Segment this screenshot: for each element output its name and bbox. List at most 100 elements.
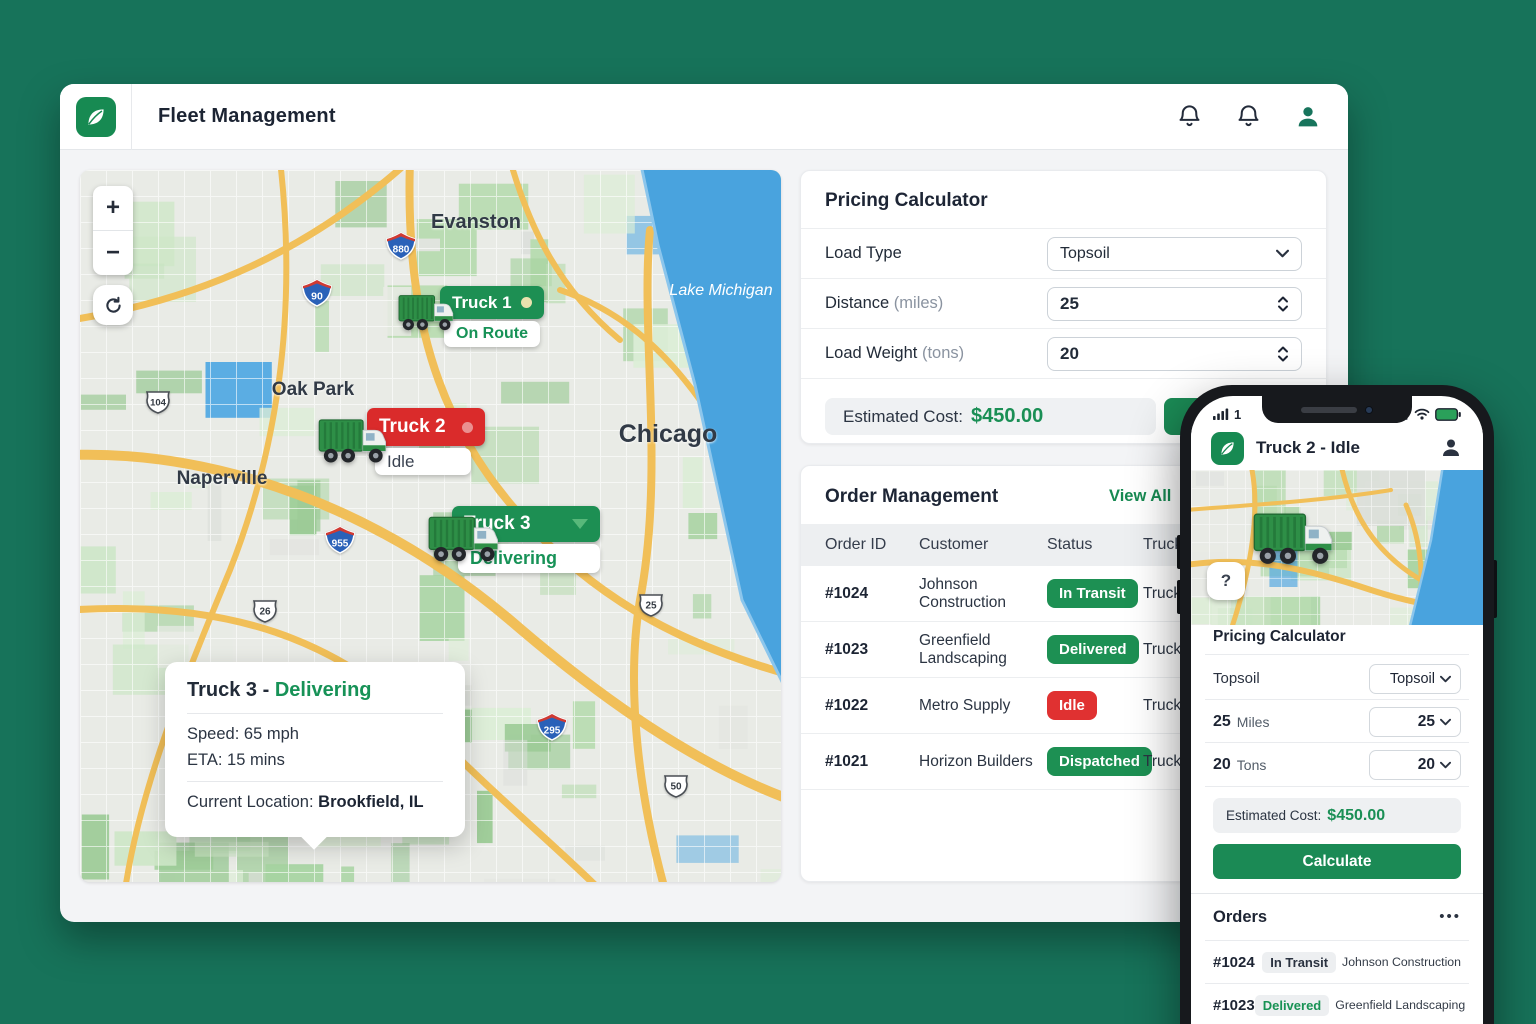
popup-truck-name: Truck 3 <box>187 679 258 701</box>
distance-input[interactable]: 25 <box>1047 286 1302 321</box>
phone-distance-select[interactable]: 25 <box>1369 706 1461 737</box>
svg-text:26: 26 <box>259 607 271 618</box>
us-shield-50: 50 <box>663 775 689 798</box>
phone-power-button <box>1494 560 1497 618</box>
phone-distance-row: 25 Miles 25 <box>1213 701 1461 742</box>
status-badge: Idle <box>1047 691 1097 720</box>
load-type-label: Load Type <box>825 244 902 262</box>
us-shield-26: 26 <box>252 600 278 623</box>
view-all-link[interactable]: View All <box>1109 487 1172 505</box>
phone-volume-button <box>1177 580 1180 614</box>
popup-location: Current Location: Brookfield, IL <box>187 793 424 811</box>
phone-volume-button <box>1177 535 1180 569</box>
phone-orders-menu-icon[interactable]: ••• <box>1439 908 1461 925</box>
phone-mockup: 1 <box>1177 385 1497 1024</box>
truck2-icon[interactable] <box>318 413 392 466</box>
phone-order-row[interactable]: #1024 In Transit Johnson Construction <box>1213 951 1461 973</box>
phone-pricing-title: Pricing Calculator <box>1213 628 1346 645</box>
interstate-shield-90: 90 <box>302 279 332 307</box>
notifications-bell-icon[interactable] <box>1176 103 1203 130</box>
phone-order-row[interactable]: #1023 Delivered Greenfield Landscaping <box>1213 994 1466 1016</box>
us-shield-104: 104 <box>145 391 171 414</box>
phone-orders-title: Orders <box>1213 908 1268 926</box>
fleet-map[interactable]: Evanston Oak Park Chicago Naperville Lak… <box>80 170 781 882</box>
col-order-id: Order ID <box>825 536 887 553</box>
pricing-title: Pricing Calculator <box>801 171 1326 229</box>
orders-title: Order Management <box>825 486 999 507</box>
alerts-bell-icon[interactable] <box>1235 103 1262 130</box>
battery-icon <box>1435 407 1461 421</box>
status-badge: Delivered <box>1047 635 1139 664</box>
phone-weight-select[interactable]: 20 <box>1369 749 1461 780</box>
phone-speaker <box>1301 406 1357 413</box>
carrier-label: 1 <box>1234 406 1242 422</box>
svg-text:295: 295 <box>544 726 561 737</box>
svg-text:90: 90 <box>311 291 323 303</box>
app-logo <box>76 96 116 137</box>
help-button[interactable]: ? <box>1207 562 1245 600</box>
locate-icon <box>105 296 121 313</box>
phone-calculate-button[interactable]: Calculate <box>1213 844 1461 879</box>
phone-app-title: Truck 2 - Idle <box>1256 438 1360 457</box>
city-label-naperville: Naperville <box>176 468 268 489</box>
truck3-icon[interactable] <box>428 510 504 565</box>
status-badge: Dispatched <box>1047 747 1152 776</box>
truck2-name: Truck 2 <box>379 416 446 437</box>
city-label-chicago: Chicago <box>618 420 718 448</box>
truck3-marker-label[interactable]: Truck 3 <box>452 506 600 542</box>
load-weight-input[interactable]: 20 <box>1047 336 1302 371</box>
leaf-icon <box>1217 438 1238 459</box>
stepper-icon[interactable] <box>1277 345 1289 363</box>
phone-status-badge: Delivered <box>1254 994 1330 1016</box>
load-type-select[interactable]: Topsoil <box>1047 236 1302 271</box>
truck2-status-dot <box>462 421 473 433</box>
load-weight-label: Load Weight (tons) <box>825 344 965 362</box>
col-status: Status <box>1047 536 1093 553</box>
distance-label: Distance (miles) <box>825 294 944 312</box>
status-badge: In Transit <box>1047 579 1138 608</box>
chevron-down-icon <box>1440 761 1451 769</box>
svg-text:880: 880 <box>393 245 410 256</box>
phone-truck-icon[interactable] <box>1253 506 1339 568</box>
phone-app-bar: Truck 2 - Idle <box>1191 426 1483 470</box>
phone-user-avatar-icon[interactable] <box>1439 436 1463 460</box>
user-avatar-icon[interactable] <box>1294 103 1322 131</box>
truck1-icon[interactable] <box>398 290 458 333</box>
truck3-info-popup: Truck 3 - Delivering Speed: 65 mph ETA: … <box>165 662 465 837</box>
wifi-icon <box>1414 408 1430 420</box>
order-row[interactable]: #1021 Horizon Builders Dispatched Truck … <box>801 734 1326 790</box>
phone-app-logo <box>1211 431 1244 465</box>
zoom-in-button[interactable]: + <box>105 194 120 221</box>
popup-eta: ETA: 15 mins <box>187 751 285 769</box>
popup-speed: Speed: 65 mph <box>187 725 299 743</box>
phone-camera <box>1365 405 1373 414</box>
chevron-down-icon <box>1276 249 1289 258</box>
phone-map[interactable]: ? <box>1191 470 1483 625</box>
phone-estimated-cost-display: Estimated Cost: $450.00 <box>1213 798 1461 833</box>
phone-load-type-row: Topsoil Topsoil <box>1213 658 1461 699</box>
water-label-lake-michigan: Lake Michigan <box>669 282 773 299</box>
phone-notch <box>1262 396 1412 423</box>
svg-text:104: 104 <box>150 398 167 409</box>
estimated-cost-value: $450.00 <box>971 405 1044 427</box>
stepper-icon[interactable] <box>1277 295 1289 313</box>
chevron-down-icon <box>1440 675 1451 683</box>
phone-load-type-select[interactable]: Topsoil <box>1369 663 1461 694</box>
zoom-out-button[interactable]: − <box>105 239 120 266</box>
us-shield-25: 25 <box>638 594 664 617</box>
city-label-oak-park: Oak Park <box>271 379 355 400</box>
phone-screen: 1 <box>1191 396 1483 1024</box>
city-label-evanston: Evanston <box>430 211 522 233</box>
truck1-status-dot <box>521 297 532 308</box>
truck1-marker-label[interactable]: Truck 1 <box>440 286 544 319</box>
truck2-status-label: Idle <box>375 448 471 475</box>
truck2-marker-label[interactable]: Truck 2 <box>367 408 485 446</box>
map-zoom-controls: + − <box>93 186 133 275</box>
signal-bars-icon <box>1213 408 1229 420</box>
leaf-icon <box>83 104 109 130</box>
col-customer: Customer <box>919 536 989 553</box>
phone-status-badge: In Transit <box>1262 951 1337 973</box>
locate-button[interactable] <box>93 285 133 325</box>
dashboard-window: Fleet Management <box>60 83 1348 922</box>
